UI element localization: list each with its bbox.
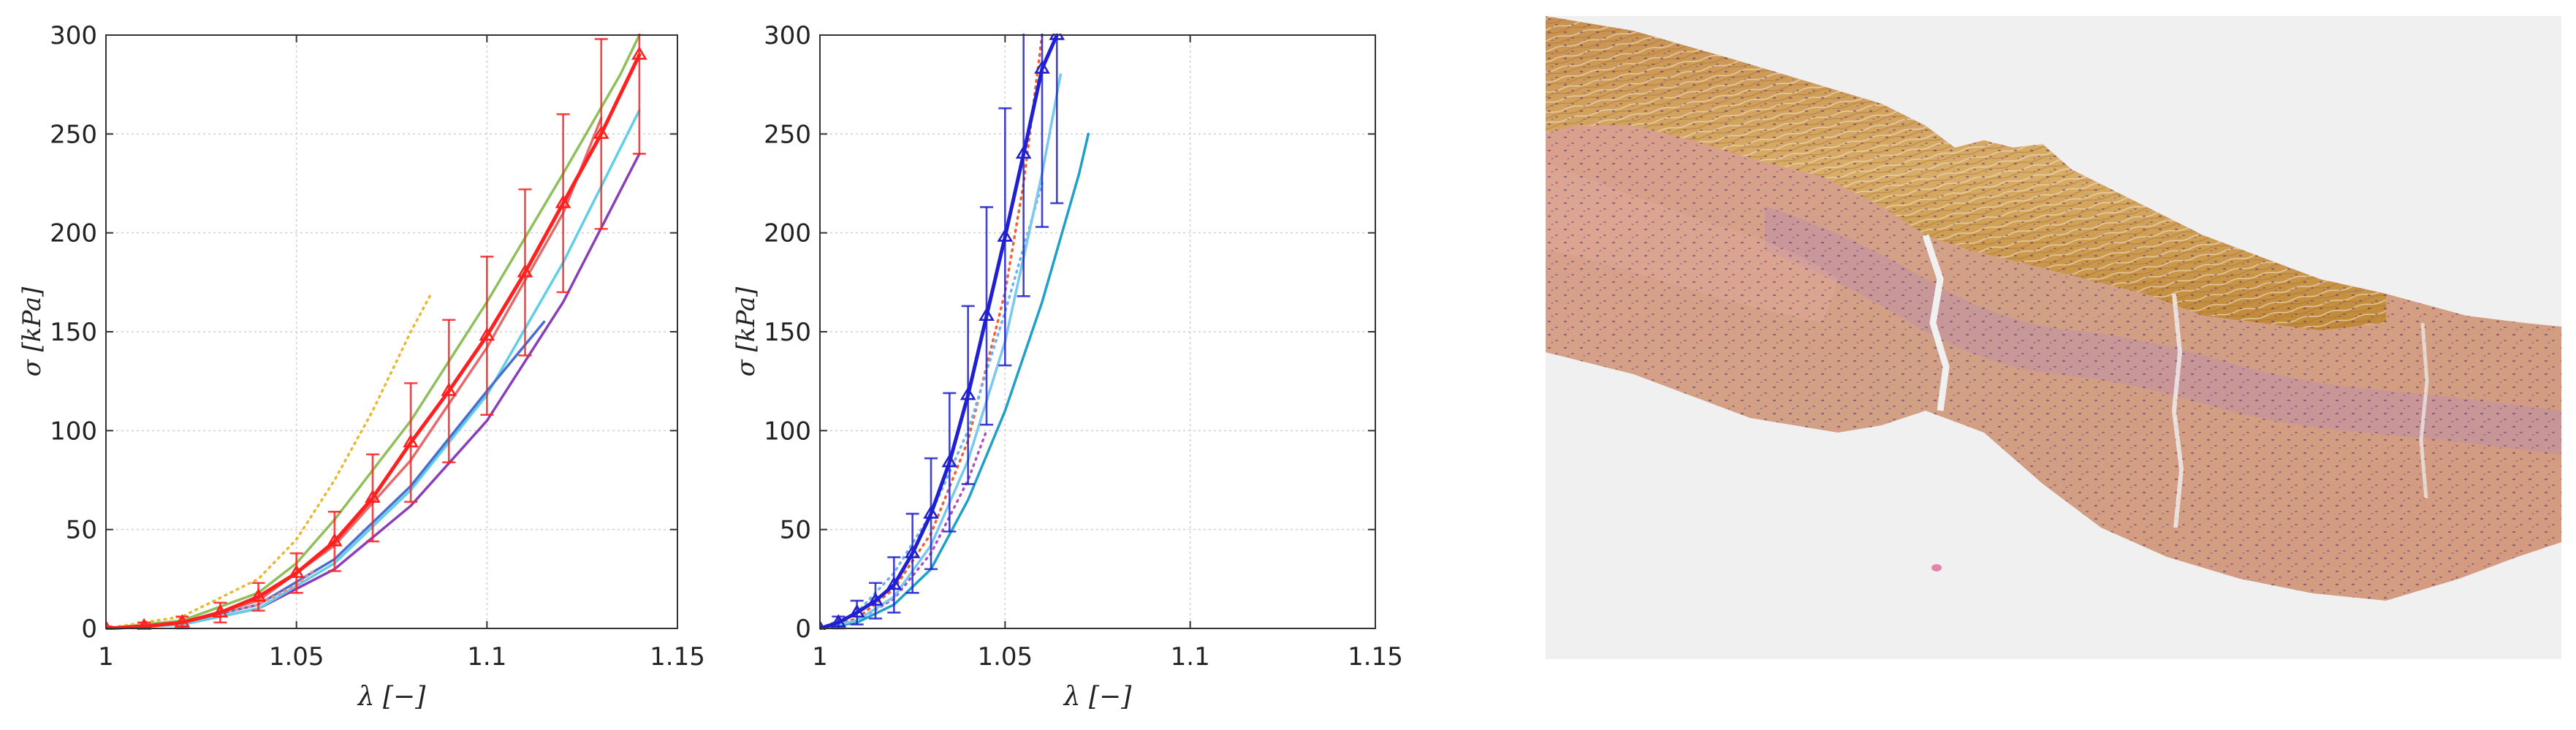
chart-middle-series-0-line [820,34,1044,630]
chart-left-data-point [174,614,191,628]
chart-left-data-point [106,620,113,630]
chart-left-ytick-label: 100 [50,417,97,446]
chart-middle-series-3-line [820,132,1090,630]
chart-middle-data-point [960,387,976,400]
chart-left-data-point [365,489,381,503]
chart-middle-data-point [923,505,939,519]
chart-middle-xtick-label: 1.05 [977,642,1033,672]
chart-middle-data-point [904,544,921,558]
chart-left-data-point [288,564,305,578]
chart-left-data-point [441,382,457,396]
debris-speck [1931,564,1942,571]
chart-middle-ytick-label: 250 [764,120,811,149]
chart-middle-data-point [1015,145,1032,159]
chart-left-data-point [403,434,419,448]
chart-left-y-axis-label: σ [kPa] [18,286,47,377]
chart-left-x-axis-label: λ [−] [357,682,426,712]
histology-micrograph [1546,16,2561,659]
chart-left-data-point [631,46,647,60]
stress-stretch-chart-middle: 1 1.05 1.1 1.15 0 50 100 150 200 250 300 λ [−] σ [kP… [720,0,1436,730]
chart-left-xtick-label: 1 [98,642,114,672]
histology-micrograph-svg [1546,16,2561,659]
stress-stretch-chart-left-svg: 1 1.05 1.1 1.15 0 50 100 150 200 250 300 λ [−] σ [kP… [18,21,705,712]
chart-middle-ytick-label: 300 [764,21,811,50]
chart-left-data-point [479,327,495,341]
chart-middle-x-axis-label: λ [−] [1063,682,1132,712]
tissue-cleft [1922,234,1950,411]
chart-middle-data-point [867,592,884,606]
chart-middle-xtick-label: 1 [812,642,828,672]
chart-middle-data-point [848,604,865,618]
chart-left-ytick-label: 0 [81,615,97,644]
stress-stretch-chart-left: 1 1.05 1.1 1.15 0 50 100 150 200 250 300 λ [−] σ [kP… [0,0,716,730]
chart-left-xtick-label: 1.05 [269,642,324,672]
chart-left-data-point [212,604,229,618]
chart-middle-data-point [1049,34,1065,40]
chart-left-xtick-label: 1.1 [467,642,506,672]
chart-left-data-point [137,617,151,630]
chart-middle-ytick-label: 200 [764,219,811,248]
chart-middle-xtick-label: 1.15 [1348,642,1403,672]
chart-left-ytick-label: 200 [50,219,97,248]
chart-left-series-1-line [106,294,431,630]
chart-left-series-6-line [106,568,317,630]
chart-middle-data-point [830,614,847,628]
chart-middle-ytick-label: 50 [780,516,811,545]
chart-middle-data-point [941,454,958,468]
chart-middle-ytick-label: 150 [764,318,811,347]
chart-left-ytick-label: 300 [50,21,97,50]
chart-left-ticks: 1 1.05 1.1 1.15 0 50 100 150 200 250 300 [50,21,705,672]
chart-middle-data-point [886,576,903,590]
chart-middle-y-axis-label: σ [kPa] [732,286,761,377]
chart-middle-data-point [979,307,995,322]
chart-middle-data-point [997,228,1014,242]
chart-left-data-point [517,264,533,278]
chart-left-xtick-label: 1.15 [650,642,705,672]
chart-left-ytick-label: 250 [50,120,97,149]
chart-middle-ytick-label: 100 [764,417,811,446]
chart-middle-ytick-label: 0 [795,615,811,644]
chart-left-data-point [555,194,571,208]
chart-left-data-point [593,125,609,140]
chart-middle-xtick-label: 1.1 [1171,642,1210,672]
chart-middle-ticks: 1 1.05 1.1 1.15 0 50 100 150 200 250 300 [764,21,1403,672]
stress-stretch-chart-middle-svg: 1 1.05 1.1 1.15 0 50 100 150 200 250 300 λ [−] σ [kP… [732,21,1403,712]
chart-middle-series-2-line [820,429,988,630]
chart-left-ytick-label: 50 [66,516,97,545]
chart-left-data-point [326,533,343,547]
chart-left-data-point [250,588,267,602]
chart-left-ytick-label: 150 [50,318,97,347]
chart-middle-data-point [1034,60,1050,74]
chart-middle-data-point [820,620,827,630]
